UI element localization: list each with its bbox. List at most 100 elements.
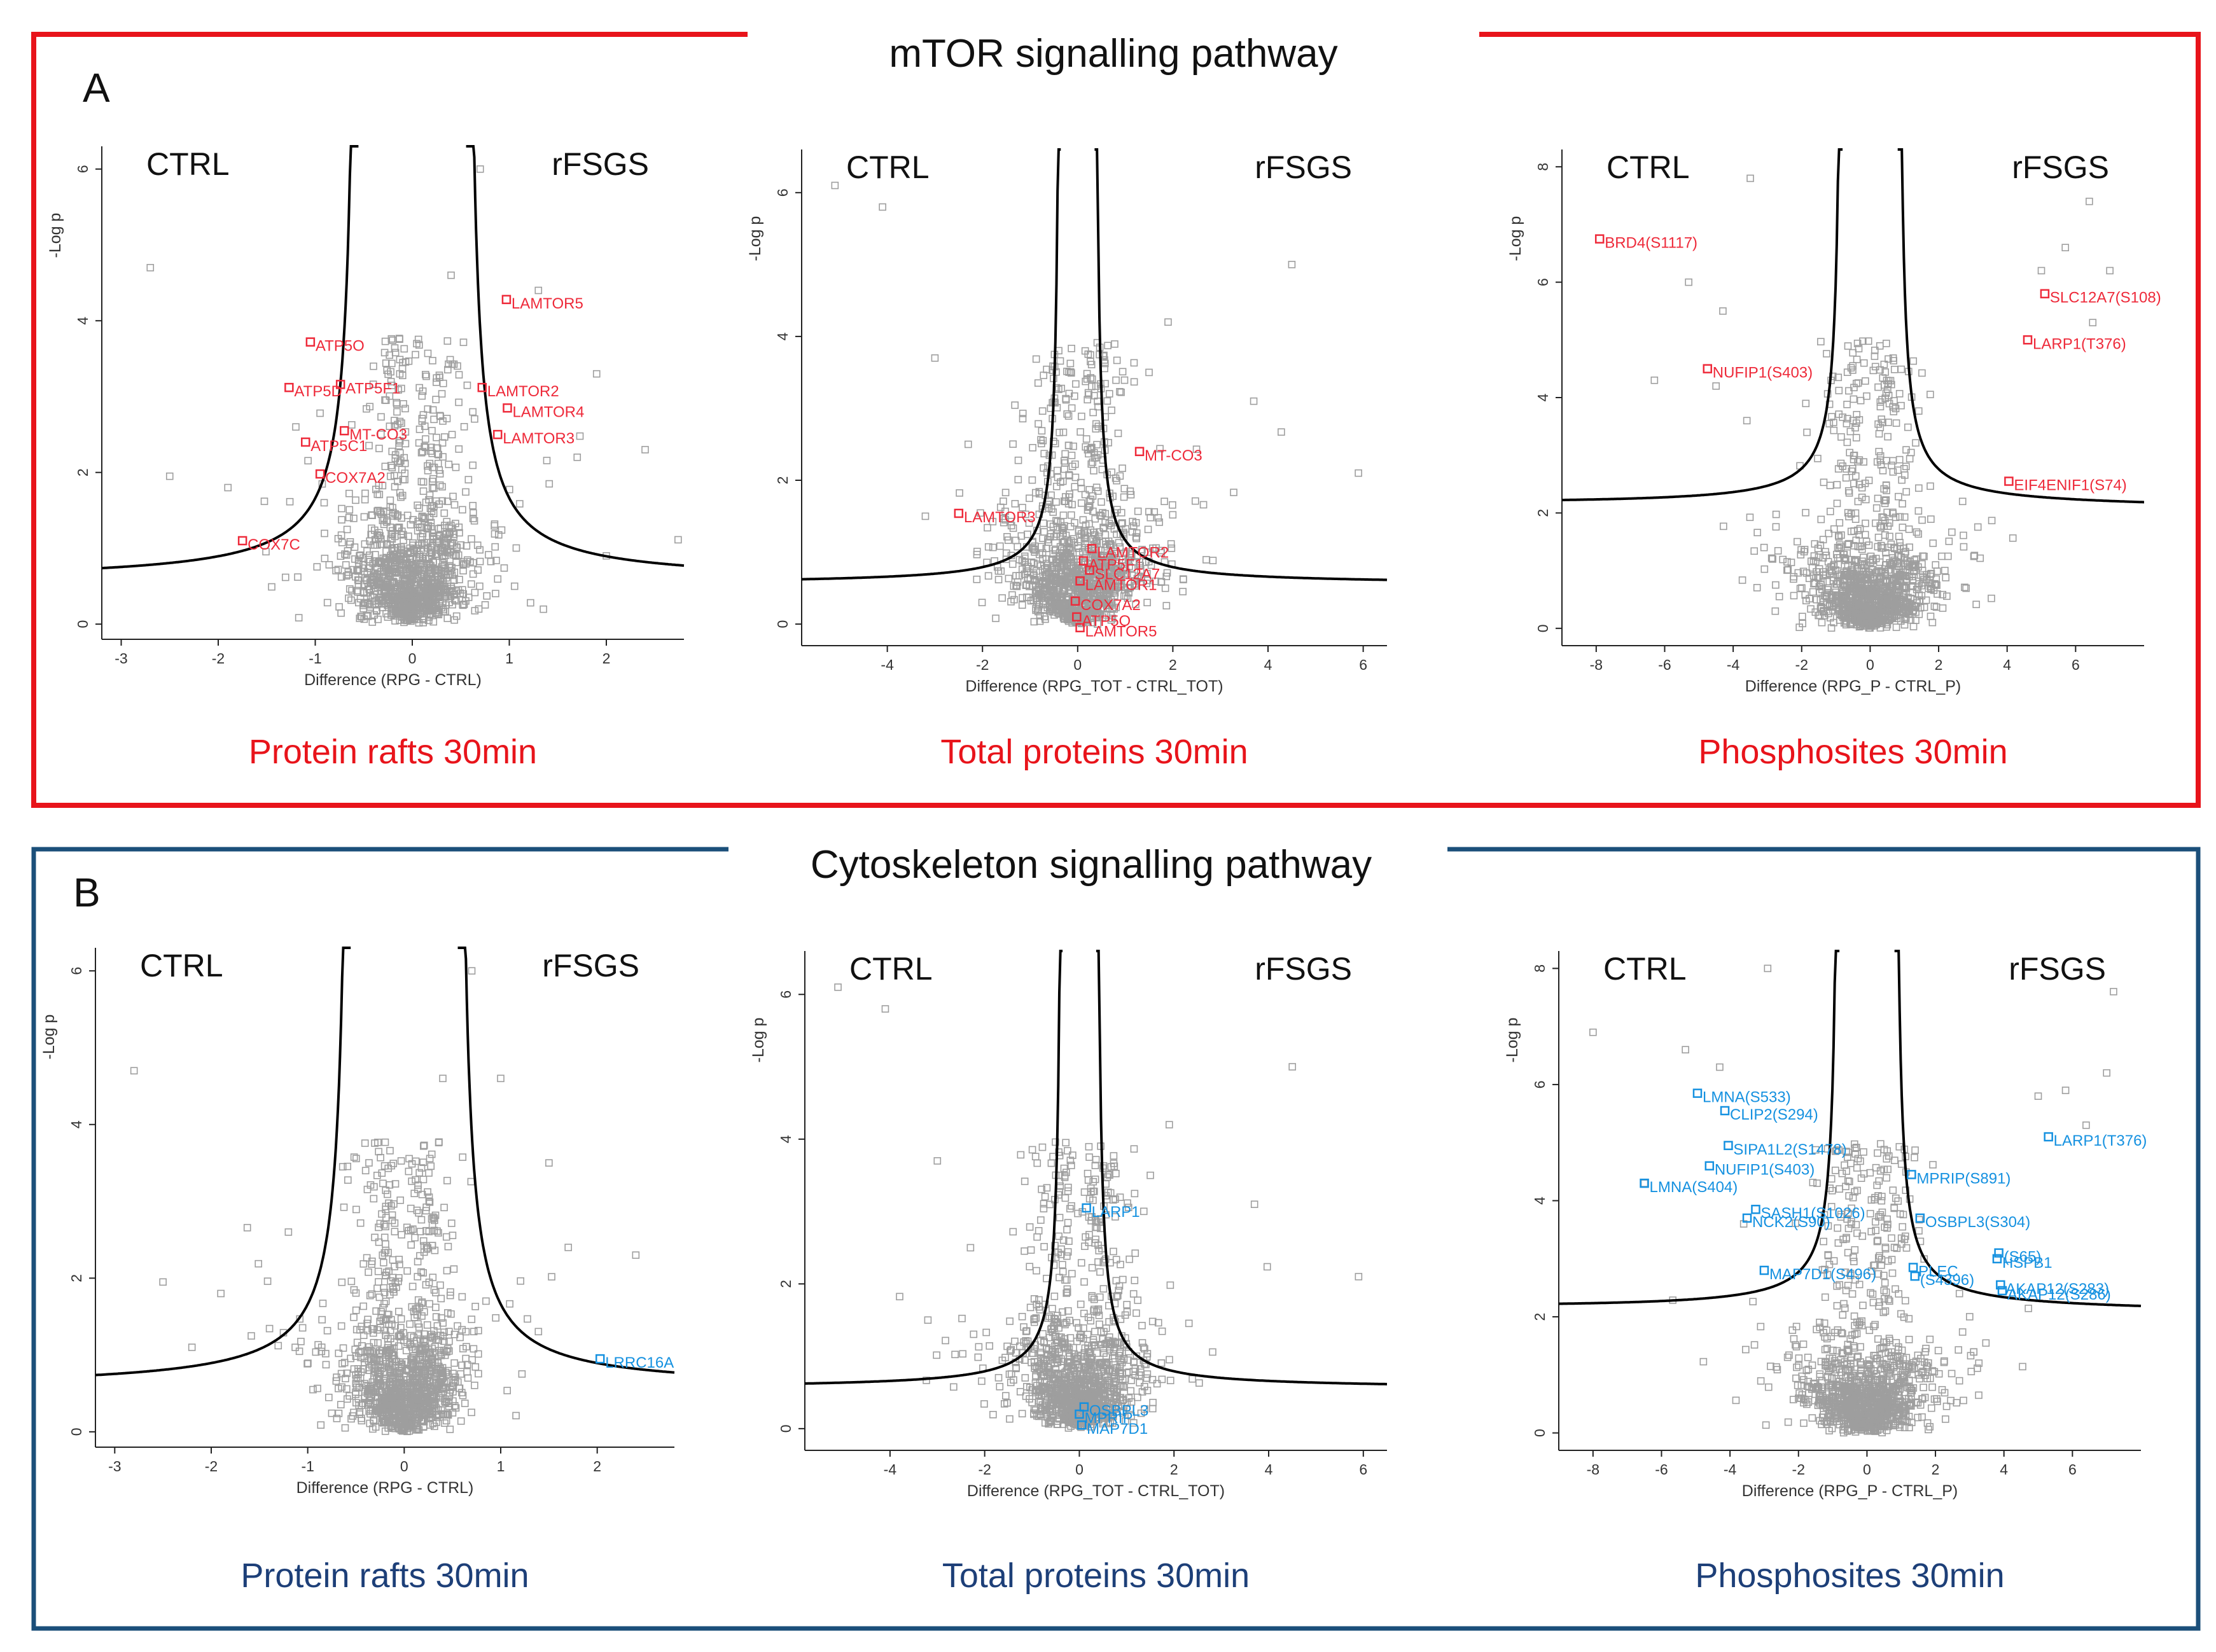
data-point [391, 617, 399, 625]
data-point [462, 488, 470, 496]
data-point [1099, 509, 1106, 517]
data-point [1085, 586, 1092, 594]
data-point [439, 453, 447, 461]
data-point [398, 1231, 405, 1239]
data-point [471, 1382, 478, 1389]
panel-a-frame [31, 32, 2201, 808]
data-point [1094, 487, 1102, 495]
data-point [1130, 359, 1138, 367]
data-point [956, 489, 963, 497]
data-point [337, 552, 345, 560]
data-point [379, 596, 387, 604]
highlight-label: BRD4(S1117) [1605, 235, 1697, 252]
data-point [456, 576, 463, 583]
data-point [1862, 377, 1869, 385]
data-point [427, 566, 435, 574]
data-point [543, 457, 551, 464]
data-point [260, 497, 268, 505]
data-point [1111, 550, 1118, 557]
data-point [1915, 484, 1923, 492]
data-point [320, 499, 328, 507]
data-point [322, 1361, 330, 1369]
data-point [1071, 460, 1079, 468]
plot-caption: Phosphosites 30min [1698, 733, 2007, 771]
data-point [1056, 603, 1064, 611]
data-point [405, 598, 412, 606]
data-point [317, 1421, 325, 1429]
data-point [419, 411, 428, 419]
data-point [1143, 548, 1152, 556]
data-point [396, 595, 405, 603]
data-point [400, 590, 408, 599]
data-point [423, 1321, 431, 1329]
data-point [1011, 500, 1019, 508]
data-point [386, 1147, 394, 1155]
y-axis-label: -Log p [1507, 216, 1524, 261]
data-point [454, 1322, 461, 1330]
data-point [494, 575, 502, 583]
data-point [503, 1387, 512, 1394]
x-tick-label: -3 [108, 1458, 121, 1475]
data-point [389, 1256, 397, 1264]
data-point [1134, 573, 1143, 580]
data-point [1052, 498, 1060, 506]
data-point [1053, 466, 1061, 475]
data-point [349, 566, 358, 574]
data-point [540, 605, 547, 613]
data-point [342, 561, 350, 569]
data-point [391, 1228, 399, 1235]
data-point [1040, 519, 1047, 527]
data-point [1099, 591, 1107, 599]
data-point [1650, 376, 1659, 384]
data-point [1944, 552, 1952, 560]
data-point [1094, 590, 1102, 598]
x-tick-label: -1 [301, 1458, 314, 1475]
highlight-point [1703, 364, 1712, 373]
data-point [524, 1315, 531, 1323]
data-point [1772, 523, 1780, 531]
data-point [445, 530, 453, 538]
data-point [459, 567, 467, 575]
data-point [1929, 539, 1937, 547]
data-point [1084, 389, 1092, 397]
data-point [1847, 364, 1855, 372]
data-point [1162, 602, 1171, 610]
data-point [401, 440, 410, 448]
data-point [1120, 493, 1128, 501]
data-point [1059, 592, 1066, 600]
data-point [1056, 357, 1064, 365]
data-point [1055, 347, 1063, 355]
data-point [436, 1281, 444, 1289]
data-point [432, 1303, 440, 1312]
data-point [1132, 518, 1140, 527]
data-point [1843, 438, 1851, 447]
data-point [1068, 462, 1077, 470]
data-point [485, 551, 492, 559]
data-point [1077, 484, 1085, 492]
data-point [338, 539, 346, 546]
data-point [357, 613, 365, 620]
data-point [1060, 457, 1068, 465]
data-point [1122, 548, 1130, 556]
data-point [1132, 529, 1141, 537]
data-point [403, 1267, 411, 1275]
data-point [1143, 599, 1151, 607]
plot-caption: Protein rafts 30min [249, 733, 537, 771]
data-point [1914, 507, 1923, 515]
data-point [419, 614, 427, 622]
data-point [379, 508, 387, 516]
data-point [471, 1303, 479, 1310]
data-point [281, 573, 289, 581]
data-point [1760, 543, 1768, 552]
data-point [323, 599, 331, 607]
data-point [449, 541, 457, 550]
data-point [1068, 344, 1075, 352]
data-point [423, 609, 431, 618]
data-point [463, 1368, 471, 1376]
data-point [1790, 573, 1798, 581]
data-point [1130, 378, 1138, 386]
data-point [391, 454, 400, 462]
data-point [338, 1278, 346, 1286]
y-tick-label: 6 [1535, 278, 1551, 286]
data-point [2009, 534, 2017, 542]
